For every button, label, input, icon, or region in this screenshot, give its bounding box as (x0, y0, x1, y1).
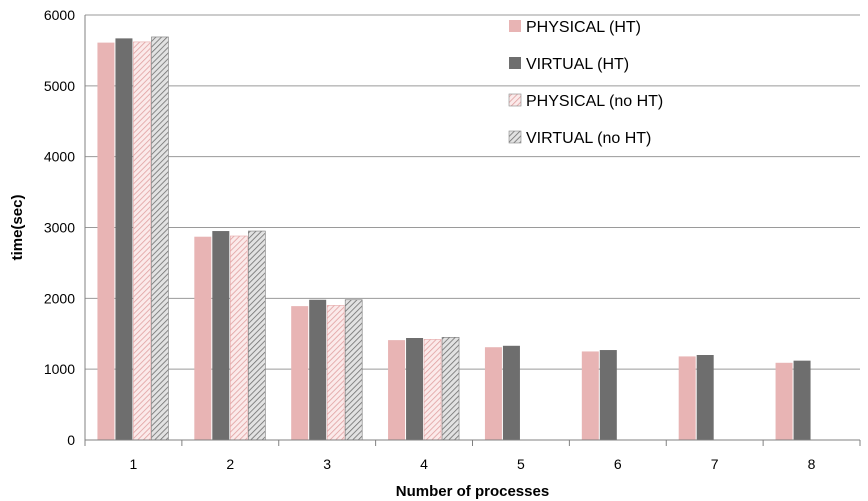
bar-physical-ht-4 (388, 340, 406, 440)
x-tick-label: 6 (614, 456, 622, 472)
x-tick-label: 8 (808, 456, 816, 472)
x-tick-label: 7 (711, 456, 719, 472)
bar-physical-no-ht-4 (423, 339, 442, 441)
x-tick-label: 2 (226, 456, 234, 472)
legend-swatch-physical-no-ht (508, 93, 522, 107)
bar-physical-ht-5 (484, 347, 502, 440)
y-tick-labels: 0 1000 2000 3000 4000 5000 6000 (44, 7, 75, 448)
bar-virtual-ht-8 (793, 360, 811, 440)
bar-physical-ht-3 (291, 306, 309, 440)
legend-swatch-virtual-no-ht (508, 130, 522, 144)
legend-swatch-virtual-ht (509, 57, 521, 69)
bar-series (97, 36, 811, 441)
bar-virtual-ht-7 (696, 355, 714, 440)
legend-label-virtual-ht: VIRTUAL (HT) (526, 56, 629, 73)
x-axis-title: Number of processes (396, 483, 549, 500)
bar-virtual-no-ht-1 (151, 36, 169, 441)
y-tick-label: 5000 (44, 78, 75, 94)
bar-physical-no-ht-3 (326, 305, 345, 441)
x-tick-label: 4 (420, 456, 428, 472)
x-tick-label: 5 (517, 456, 525, 472)
legend-label-virtual-no-ht: VIRTUAL (no HT) (526, 130, 651, 147)
y-tick-label: 1000 (44, 361, 75, 377)
bar-physical-ht-7 (678, 356, 696, 440)
x-tick-label: 3 (323, 456, 331, 472)
legend-swatch-physical-ht (509, 20, 521, 32)
bar-physical-no-ht-2 (230, 235, 248, 441)
y-axis-title: time(sec) (9, 195, 26, 261)
bar-virtual-ht-1 (115, 38, 133, 440)
bar-virtual-ht-2 (212, 231, 230, 440)
legend-label-physical-ht: PHYSICAL (HT) (526, 19, 641, 36)
bar-virtual-ht-6 (599, 350, 617, 440)
y-tick-label: 6000 (44, 7, 75, 23)
bar-physical-ht-6 (581, 351, 599, 440)
bar-virtual-no-ht-4 (441, 336, 460, 441)
x-tick-labels: 1 2 3 4 5 6 7 8 (130, 456, 816, 472)
y-tick-label: 0 (67, 432, 75, 448)
bar-physical-ht-1 (97, 42, 115, 440)
bar-virtual-ht-4 (406, 338, 424, 440)
bar-virtual-no-ht-3 (344, 299, 363, 441)
bar-physical-ht-2 (194, 236, 212, 440)
y-tick-label: 4000 (44, 149, 75, 165)
x-tick-label: 1 (130, 456, 138, 472)
bar-virtual-no-ht-2 (248, 230, 266, 441)
y-tick-label: 2000 (44, 290, 75, 306)
bar-physical-ht-8 (775, 362, 793, 440)
bar-virtual-ht-3 (309, 299, 327, 440)
bar-virtual-ht-5 (502, 345, 520, 440)
legend: PHYSICAL (HT) VIRTUAL (HT) PHYSICAL (no HT… (508, 19, 663, 147)
y-tick-label: 3000 (44, 220, 75, 236)
legend-label-physical-no-ht: PHYSICAL (no HT) (526, 93, 663, 110)
bar-physical-no-ht-1 (133, 41, 151, 441)
axes (84, 15, 861, 446)
